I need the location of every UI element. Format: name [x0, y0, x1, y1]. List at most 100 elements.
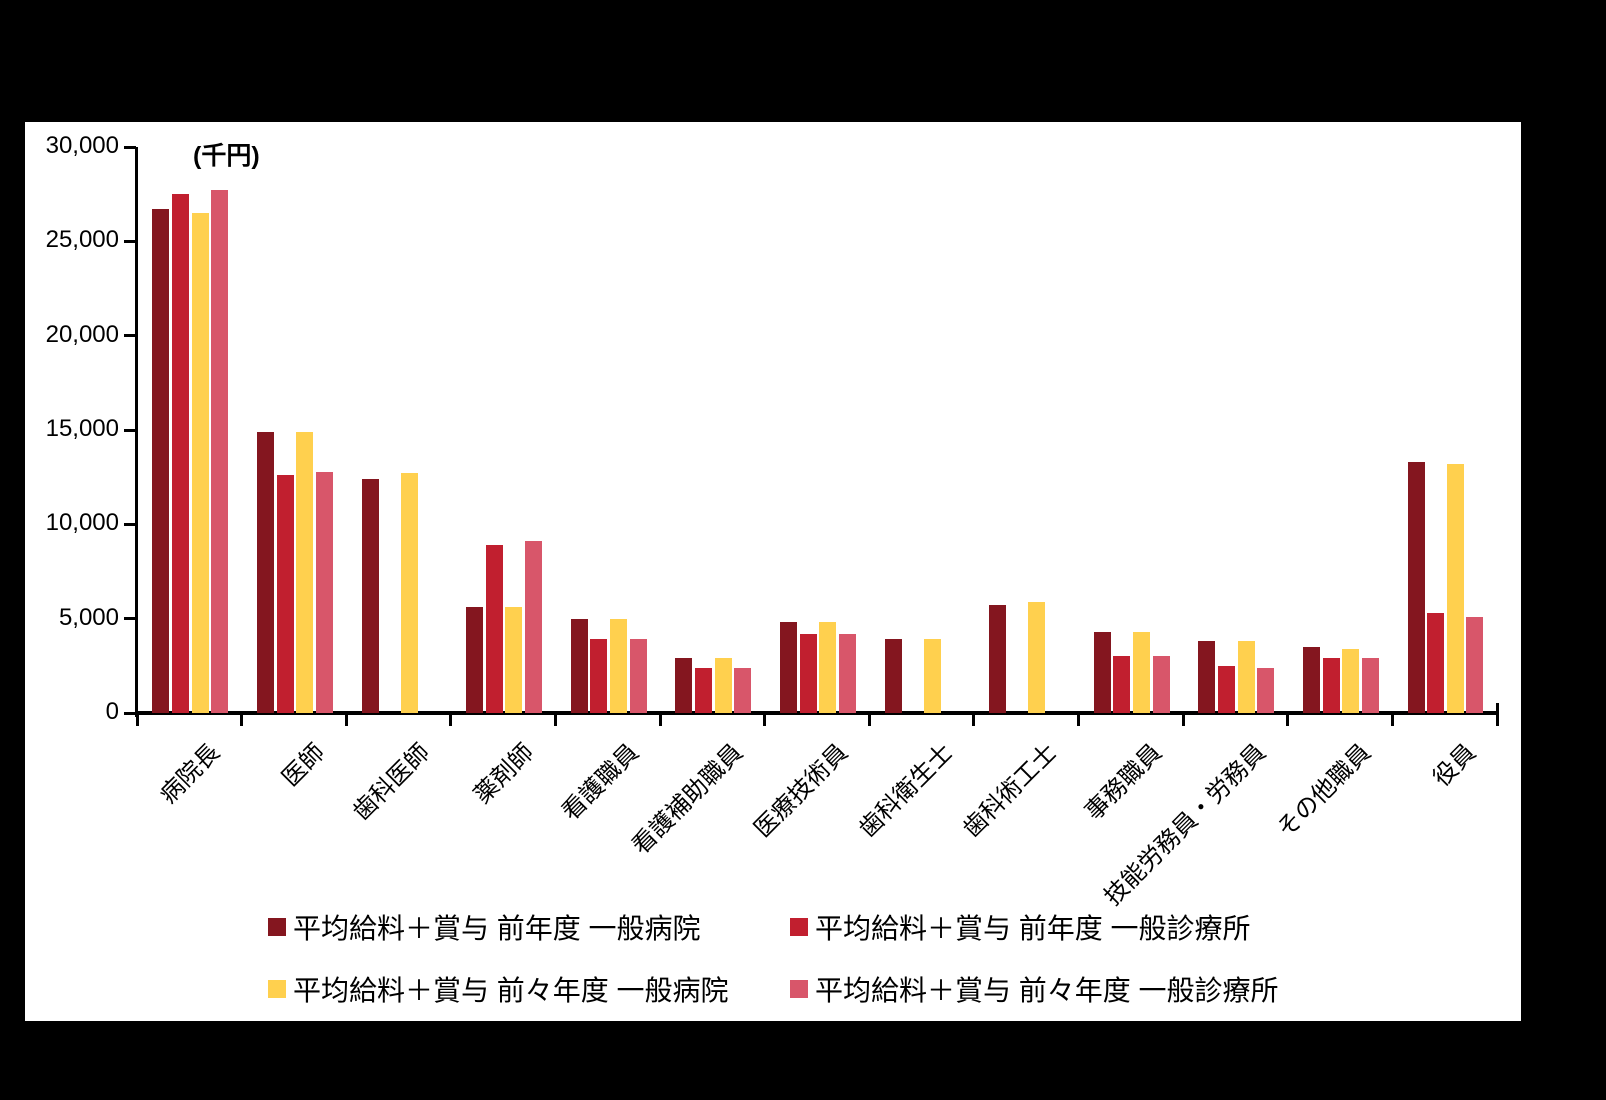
bar [570, 618, 588, 713]
x-tick [867, 713, 871, 726]
legend-label: 平均給料＋賞与 前年度 一般診療所 [815, 913, 1251, 944]
x-tick [553, 713, 557, 726]
bar [1303, 646, 1321, 713]
bar [315, 471, 333, 713]
x-tick [972, 713, 976, 726]
bar [171, 194, 189, 713]
x-axis-line [135, 711, 1499, 715]
legend-label: 平均給料＋賞与 前々年度 一般診療所 [815, 975, 1279, 1006]
y-tick-label: 5,000 [58, 603, 119, 631]
bar [1361, 658, 1379, 713]
bar [276, 475, 294, 713]
bar [1152, 656, 1170, 713]
bar [256, 431, 274, 713]
bar [1322, 658, 1340, 713]
bar [714, 658, 732, 713]
bar [1113, 656, 1131, 713]
chart-panel: (千円) 0 5,000 10,000 15,000 20,000 25,000 30,00… [25, 122, 1521, 1021]
bar [819, 622, 837, 713]
legend-swatch [268, 918, 286, 936]
category-label: 薬剤師 [469, 738, 540, 809]
bar [152, 209, 170, 713]
y-tick-label: 30,000 [45, 131, 119, 159]
bar [694, 667, 712, 713]
bar [590, 639, 608, 713]
legend-item: 平均給料＋賞与 前年度 一般診療所 [790, 910, 1251, 944]
y-tick-label: 10,000 [45, 509, 119, 537]
bar [675, 658, 693, 713]
bar [1133, 631, 1151, 713]
bar [400, 473, 418, 713]
y-tick [124, 334, 136, 338]
category-label: 事務職員 [1079, 738, 1167, 826]
legend-item: 平均給料＋賞与 前々年度 一般病院 [268, 972, 729, 1006]
x-tick [1181, 713, 1185, 726]
bar [779, 622, 797, 713]
legend-item: 平均給料＋賞与 前年度 一般病院 [268, 910, 701, 944]
y-tick-label: 15,000 [45, 414, 119, 442]
x-tick [240, 713, 244, 726]
bar [629, 639, 647, 713]
bar [1342, 648, 1360, 713]
y-tick [124, 428, 136, 432]
bar [485, 545, 503, 713]
bar [799, 633, 817, 713]
legend-swatch [790, 918, 808, 936]
legend-item: 平均給料＋賞与 前々年度 一般診療所 [790, 972, 1279, 1006]
x-tick [658, 713, 662, 726]
bar [296, 431, 314, 713]
bar [1218, 665, 1236, 713]
y-tick [124, 711, 136, 715]
bar [1427, 613, 1445, 713]
x-tick [1495, 703, 1499, 726]
bar [1407, 462, 1425, 713]
legend-label: 平均給料＋賞与 前年度 一般病院 [293, 913, 701, 944]
bar [734, 667, 752, 713]
y-tick-label: 0 [105, 697, 119, 725]
bar [609, 618, 627, 713]
bar [211, 190, 229, 713]
bar [505, 607, 523, 713]
x-tick [344, 713, 348, 726]
category-label: その他職員 [1272, 738, 1377, 843]
bar [1446, 463, 1464, 713]
bar [923, 639, 941, 713]
bar [524, 541, 542, 713]
x-tick [135, 713, 139, 726]
y-tick [124, 145, 136, 149]
y-tick [124, 617, 136, 621]
bar [361, 479, 379, 713]
category-label: 看護補助職員 [627, 738, 749, 860]
category-label: 歯科術工士 [958, 738, 1063, 843]
y-tick [124, 522, 136, 526]
x-tick [1390, 713, 1394, 726]
bar [1237, 641, 1255, 713]
y-tick-label: 20,000 [45, 320, 119, 348]
bar [989, 605, 1007, 713]
category-label: 役員 [1427, 738, 1481, 792]
y-tick [124, 239, 136, 243]
category-label: 歯科医師 [347, 738, 435, 826]
bar [1257, 667, 1275, 713]
category-label: 看護職員 [556, 738, 644, 826]
category-label: 歯科衛生士 [853, 738, 958, 843]
legend-label: 平均給料＋賞与 前々年度 一般病院 [293, 975, 729, 1006]
y-tick-label: 25,000 [45, 226, 119, 254]
category-label: 医療技術員 [749, 738, 854, 843]
bar [1466, 616, 1484, 713]
x-tick [1077, 713, 1081, 726]
x-tick [1286, 713, 1290, 726]
category-label: 医師 [276, 738, 330, 792]
category-label: 病院長 [155, 738, 226, 809]
legend-swatch [790, 980, 808, 998]
legend-swatch [268, 980, 286, 998]
unit-label: (千円) [193, 142, 260, 170]
bar [466, 607, 484, 713]
x-tick [449, 713, 453, 726]
bar [1093, 631, 1111, 713]
y-axis-line [135, 147, 138, 717]
bar [884, 639, 902, 713]
bar [1028, 601, 1046, 713]
bar [1198, 641, 1216, 713]
